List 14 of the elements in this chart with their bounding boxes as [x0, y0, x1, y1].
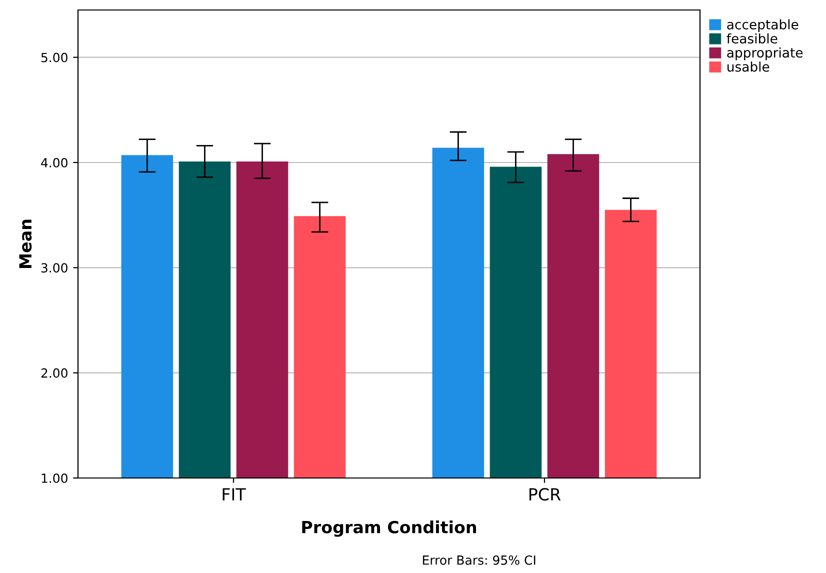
- x-tick-label: PCR: [530, 488, 561, 501]
- x-axis-title: Program Condition: [302, 520, 476, 537]
- legend-label: acceptable: [727, 19, 798, 32]
- y-tick-label: 3.00: [41, 263, 68, 273]
- y-tick-label: 4.00: [41, 158, 68, 168]
- x-tick-label: FIT: [222, 488, 246, 500]
- y-tick-label: 1.00: [42, 473, 68, 483]
- y-tick-label: 5.00: [41, 52, 68, 62]
- legend-label: feasible: [726, 33, 778, 44]
- y-axis-title: Mean: [19, 220, 32, 268]
- legend-label: appropriate: [727, 47, 803, 60]
- y-tick-label: 2.00: [41, 368, 68, 378]
- text: Error Bars: 95% CI: [422, 555, 536, 565]
- legend-label: usable: [728, 62, 770, 72]
